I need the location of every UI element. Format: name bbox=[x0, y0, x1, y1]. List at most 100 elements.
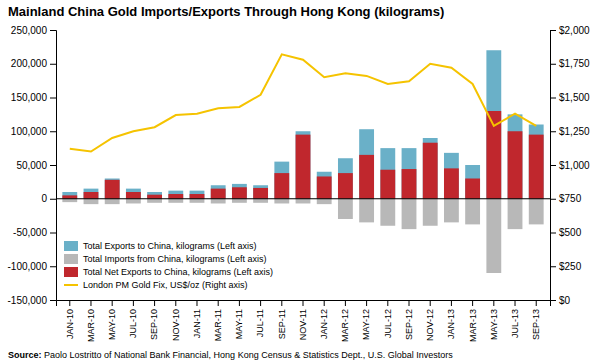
y2-tick: $0 bbox=[550, 295, 571, 306]
y2-tick: $2,000 bbox=[550, 25, 590, 36]
y-tick-mark bbox=[50, 30, 56, 31]
bar bbox=[296, 135, 311, 199]
bar bbox=[105, 180, 120, 199]
x-tick-label: MAY-11 bbox=[234, 309, 244, 339]
x-tick-label: JUL-11 bbox=[255, 309, 265, 337]
bar bbox=[211, 189, 226, 199]
bar bbox=[253, 188, 268, 199]
bar bbox=[126, 199, 141, 204]
x-tick: JAN-13 bbox=[446, 300, 456, 339]
y2-tick-label: $2,000 bbox=[559, 25, 590, 36]
bar bbox=[253, 185, 268, 199]
bar bbox=[423, 138, 438, 199]
y2-tick-mark bbox=[550, 131, 556, 132]
x-tick-label: JAN-11 bbox=[192, 309, 202, 338]
x-tick-mark bbox=[303, 300, 304, 306]
plot: -150,000-100,000-50,000050,000100,000150… bbox=[8, 25, 591, 342]
y-tick-label: -50,000 bbox=[13, 227, 47, 238]
y-tick: 100,000 bbox=[11, 126, 56, 137]
bar bbox=[338, 158, 353, 199]
y2-tick-mark bbox=[550, 98, 556, 99]
x-tick-label: SEP-10 bbox=[149, 309, 159, 340]
y-tick: -100,000 bbox=[8, 261, 56, 272]
x-tick: MAR-10 bbox=[86, 300, 96, 342]
x-tick-mark bbox=[260, 300, 261, 306]
bar bbox=[105, 199, 120, 204]
x-tick: MAR-13 bbox=[467, 300, 477, 342]
legend-label: Total Imports from China, kilograms (Lef… bbox=[83, 254, 267, 264]
x-tick: SEP-11 bbox=[277, 300, 287, 339]
bar bbox=[84, 189, 99, 199]
bar bbox=[359, 199, 374, 223]
y2-tick-mark bbox=[550, 233, 556, 234]
x-tick: MAR-11 bbox=[213, 300, 223, 341]
legend-item: London PM Gold Fix, US$/oz (Right axis) bbox=[64, 280, 248, 290]
y-axis-line bbox=[50, 31, 57, 301]
x-tick-mark bbox=[472, 300, 473, 306]
y2-tick-label: $750 bbox=[559, 193, 582, 204]
x-tick-label: SEP-12 bbox=[404, 309, 414, 340]
bar bbox=[508, 199, 523, 229]
x-tick: JAN-10 bbox=[65, 300, 75, 339]
bar bbox=[380, 170, 395, 199]
bar bbox=[529, 199, 544, 225]
bar-series bbox=[62, 50, 543, 199]
y-tick-mark bbox=[50, 199, 56, 200]
x-tick-label: MAY-10 bbox=[107, 309, 117, 340]
y-tick-mark bbox=[50, 131, 56, 132]
y2-tick-label: $1,500 bbox=[559, 92, 590, 103]
chart: Mainland China Gold Imports/Exports Thro… bbox=[0, 0, 600, 364]
bar bbox=[317, 199, 332, 204]
y2-tick: $500 bbox=[550, 227, 582, 238]
x-tick-label: MAR-13 bbox=[467, 309, 477, 342]
bar bbox=[465, 199, 480, 225]
y2-tick-mark bbox=[550, 266, 556, 267]
legend-swatch bbox=[64, 267, 78, 277]
x-tick-label: JUL-10 bbox=[128, 309, 138, 338]
x-tick: MAY-10 bbox=[107, 300, 117, 340]
x-tick: MAY-11 bbox=[234, 300, 244, 339]
x-tick: JAN-12 bbox=[319, 300, 329, 339]
x-tick-mark bbox=[409, 300, 410, 306]
x-tick-label: MAY-13 bbox=[489, 309, 499, 340]
bar bbox=[147, 199, 162, 203]
bar bbox=[508, 114, 523, 198]
x-tick-label: JAN-12 bbox=[319, 309, 329, 339]
bar bbox=[444, 153, 459, 199]
bar bbox=[126, 192, 141, 199]
bar bbox=[402, 199, 417, 229]
bar bbox=[62, 199, 77, 202]
x-tick: MAY-12 bbox=[361, 300, 371, 340]
x-axis-line bbox=[57, 301, 551, 307]
x-tick: JUL-13 bbox=[510, 300, 520, 338]
y-tick-label: 200,000 bbox=[11, 58, 48, 69]
bar bbox=[211, 199, 226, 204]
bar bbox=[465, 179, 480, 199]
x-tick: MAR-12 bbox=[340, 300, 350, 342]
x-tick-label: MAR-11 bbox=[213, 309, 223, 341]
x-tick-label: MAR-10 bbox=[86, 309, 96, 342]
title: Mainland China Gold Imports/Exports Thro… bbox=[8, 4, 444, 19]
bar bbox=[296, 199, 311, 204]
bar bbox=[190, 191, 205, 199]
y2-tick-mark bbox=[550, 165, 556, 166]
x-tick-label: JUL-13 bbox=[510, 309, 520, 338]
x-tick: NOV-10 bbox=[171, 300, 181, 341]
y-tick-mark bbox=[50, 233, 56, 234]
y-tick: 250,000 bbox=[11, 25, 56, 36]
x-tick-mark bbox=[196, 300, 197, 306]
y-tick-label: -100,000 bbox=[8, 261, 48, 272]
bar bbox=[338, 173, 353, 199]
x-tick-mark bbox=[345, 300, 346, 306]
bar bbox=[147, 192, 162, 199]
bar bbox=[84, 199, 99, 204]
y-tick: -150,000 bbox=[8, 295, 56, 306]
bar bbox=[380, 199, 395, 226]
y2-tick: $750 bbox=[550, 193, 582, 204]
bar bbox=[486, 199, 501, 273]
x-tick: SEP-13 bbox=[531, 300, 541, 340]
legend-label: London PM Gold Fix, US$/oz (Right axis) bbox=[83, 280, 248, 290]
y2-tick: $1,500 bbox=[550, 92, 590, 103]
bar bbox=[508, 131, 523, 199]
x-tick-label: MAY-12 bbox=[361, 309, 371, 340]
